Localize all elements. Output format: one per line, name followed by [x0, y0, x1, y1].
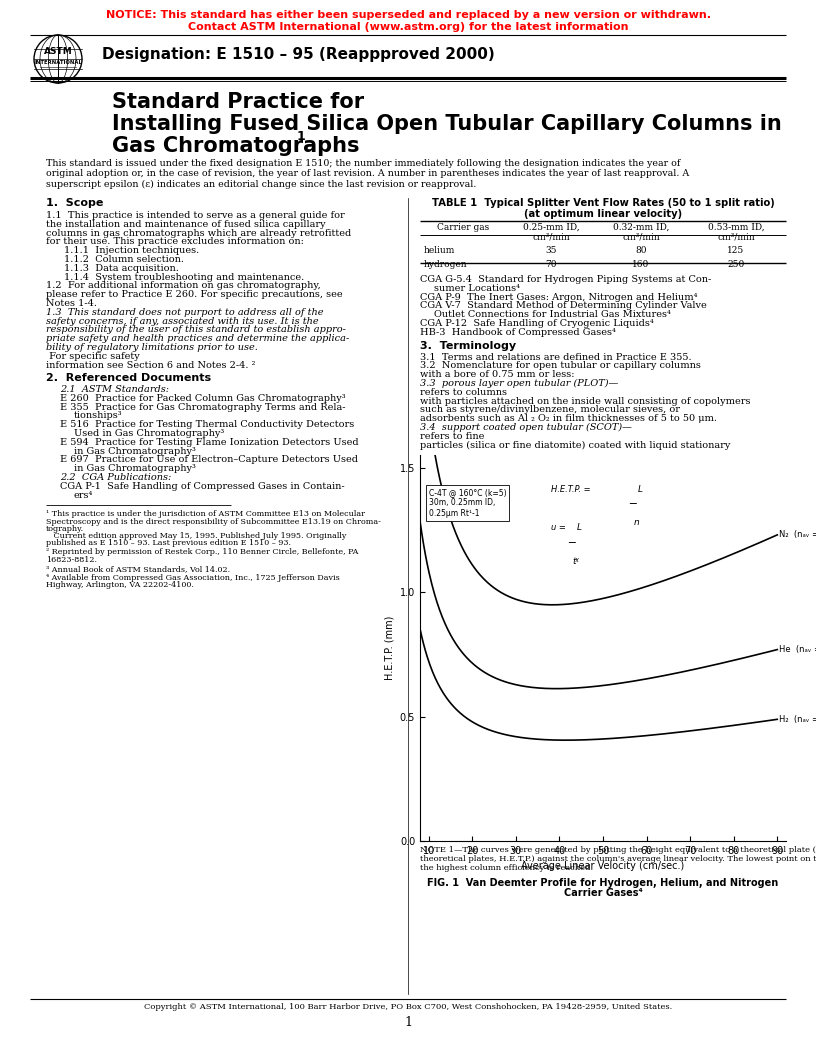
Y-axis label: H.E.T.P. (mm): H.E.T.P. (mm)	[384, 616, 394, 680]
Text: cm³/min: cm³/min	[622, 232, 660, 241]
Text: in Gas Chromatography³: in Gas Chromatography³	[74, 465, 196, 473]
Text: Carrier Gases⁴: Carrier Gases⁴	[564, 888, 642, 898]
Text: 35: 35	[545, 246, 557, 254]
Text: 160: 160	[632, 260, 650, 269]
Text: published as E 1510 – 93. Last previous edition E 1510 – 93.: published as E 1510 – 93. Last previous …	[46, 540, 291, 547]
Text: tography.: tography.	[46, 525, 84, 532]
Text: CGA P-12  Safe Handling of Cryogenic Liquids⁴: CGA P-12 Safe Handling of Cryogenic Liqu…	[420, 319, 654, 328]
Text: refers to columns: refers to columns	[420, 388, 507, 397]
Text: 3.1  Terms and relations are defined in Practice E 355.: 3.1 Terms and relations are defined in P…	[420, 353, 692, 361]
Text: cm³/min: cm³/min	[532, 232, 570, 241]
Text: in Gas Chromatography³: in Gas Chromatography³	[74, 447, 196, 455]
Text: (at optimum linear velocity): (at optimum linear velocity)	[524, 209, 682, 219]
Text: Notes 1-4.: Notes 1-4.	[46, 299, 97, 308]
Text: priate safety and health practices and determine the applica-: priate safety and health practices and d…	[46, 334, 349, 343]
Text: Contact ASTM International (www.astm.org) for the latest information: Contact ASTM International (www.astm.org…	[188, 22, 628, 32]
Text: 1.3  This standard does not purport to address all of the: 1.3 This standard does not purport to ad…	[46, 307, 323, 317]
Text: n: n	[633, 517, 639, 527]
Text: 3.  Terminology: 3. Terminology	[420, 341, 517, 351]
Text: He  (nₐᵥ = 30): He (nₐᵥ = 30)	[779, 645, 816, 654]
Text: Standard Practice for: Standard Practice for	[112, 92, 364, 112]
Text: 2.  Referenced Documents: 2. Referenced Documents	[46, 373, 211, 383]
Text: refers to fine: refers to fine	[420, 432, 485, 440]
Text: NOTE 1—The curves were generated by plotting the height equivalent to a theoreti: NOTE 1—The curves were generated by plot…	[420, 846, 816, 854]
Text: please refer to Practice E 260. For specific precautions, see: please refer to Practice E 260. For spec…	[46, 290, 343, 299]
Text: N₂  (nₐᵥ = 15): N₂ (nₐᵥ = 15)	[779, 530, 816, 540]
Text: 1: 1	[297, 130, 306, 143]
Text: 1.1.4  System troubleshooting and maintenance.: 1.1.4 System troubleshooting and mainten…	[64, 272, 304, 282]
Text: hydrogen: hydrogen	[424, 260, 468, 269]
Text: INTERNATIONAL: INTERNATIONAL	[34, 59, 82, 64]
Text: with particles attached on the inside wall consisting of copolymers: with particles attached on the inside wa…	[420, 397, 751, 406]
Text: 1.1  This practice is intended to serve as a general guide for: 1.1 This practice is intended to serve a…	[46, 211, 344, 220]
Text: u =: u =	[551, 523, 565, 531]
Text: 125: 125	[727, 246, 745, 254]
Text: 0.32-mm ID,: 0.32-mm ID,	[613, 223, 669, 232]
Text: for their use. This practice excludes information on:: for their use. This practice excludes in…	[46, 238, 304, 246]
Text: ⁴ Available from Compressed Gas Association, Inc., 1725 Jefferson Davis: ⁴ Available from Compressed Gas Associat…	[46, 573, 339, 582]
Text: NOTICE: This standard has either been superseded and replaced by a new version o: NOTICE: This standard has either been su…	[105, 10, 711, 20]
Text: CGA P-1  Safe Handling of Compressed Gases in Contain-: CGA P-1 Safe Handling of Compressed Gase…	[60, 482, 344, 491]
Text: ─: ─	[629, 497, 636, 508]
Text: safety concerns, if any, associated with its use. It is the: safety concerns, if any, associated with…	[46, 317, 318, 325]
Text: the highest column efficiency is reached.: the highest column efficiency is reached…	[420, 864, 593, 872]
Text: Designation: E 1510 – 95 (Reappproved 2000): Designation: E 1510 – 95 (Reappproved 20…	[102, 48, 494, 62]
Text: ers⁴: ers⁴	[74, 491, 93, 499]
Text: Used in Gas Chromatography³: Used in Gas Chromatography³	[74, 429, 224, 438]
Text: TABLE 1  Typical Splitter Vent Flow Rates (50 to 1 split ratio): TABLE 1 Typical Splitter Vent Flow Rates…	[432, 199, 774, 208]
Text: 1.1.2  Column selection.: 1.1.2 Column selection.	[64, 254, 184, 264]
Text: E 260  Practice for Packed Column Gas Chromatography³: E 260 Practice for Packed Column Gas Chr…	[60, 394, 346, 402]
Text: theoretical plates, H.E.T.P.) against the column's average linear velocity. The : theoretical plates, H.E.T.P.) against th…	[420, 855, 816, 863]
Text: Spectroscopy and is the direct responsibility of Subcommittee E13.19 on Chroma-: Spectroscopy and is the direct responsib…	[46, 517, 381, 526]
Text: responsibility of the user of this standard to establish appro-: responsibility of the user of this stand…	[46, 325, 346, 335]
Text: Installing Fused Silica Open Tubular Capillary Columns in: Installing Fused Silica Open Tubular Cap…	[112, 114, 782, 134]
Text: helium: helium	[424, 246, 455, 254]
Text: 2.2  CGA Publications:: 2.2 CGA Publications:	[60, 473, 171, 482]
Text: ³ Annual Book of ASTM Standards, Vol 14.02.: ³ Annual Book of ASTM Standards, Vol 14.…	[46, 565, 230, 572]
Text: L: L	[638, 486, 643, 494]
Text: 1.2  For additional information on gas chromatography,: 1.2 For additional information on gas ch…	[46, 281, 321, 290]
Text: with a bore of 0.75 mm or less:: with a bore of 0.75 mm or less:	[420, 371, 574, 379]
Text: such as styrene/divinylbenzene, molecular sieves, or: such as styrene/divinylbenzene, molecula…	[420, 406, 680, 414]
Text: CGA V-7  Standard Method of Determining Cylinder Valve: CGA V-7 Standard Method of Determining C…	[420, 301, 707, 310]
Text: FIG. 1  Van Deemter Profile for Hydrogen, Helium, and Nitrogen: FIG. 1 Van Deemter Profile for Hydrogen,…	[428, 878, 778, 888]
Text: E 594  Practice for Testing Flame Ionization Detectors Used: E 594 Practice for Testing Flame Ionizat…	[60, 438, 358, 447]
Text: HB-3  Handbook of Compressed Gases⁴: HB-3 Handbook of Compressed Gases⁴	[420, 327, 616, 337]
Text: Gas Chromatographs: Gas Chromatographs	[112, 136, 360, 156]
Text: 1.1.3  Data acquisition.: 1.1.3 Data acquisition.	[64, 264, 179, 272]
Text: H₂  (nₐᵥ = 40): H₂ (nₐᵥ = 40)	[779, 715, 816, 723]
Text: 16823-8812.: 16823-8812.	[46, 555, 97, 564]
Text: tionships³: tionships³	[74, 412, 122, 420]
Text: ASTM: ASTM	[43, 48, 73, 57]
Text: 70: 70	[545, 260, 557, 269]
Text: Outlet Connections for Industrial Gas Mixtures⁴: Outlet Connections for Industrial Gas Mi…	[434, 310, 671, 319]
Text: For specific safety: For specific safety	[46, 352, 140, 361]
Text: Carrier gas: Carrier gas	[437, 223, 489, 232]
X-axis label: Average Linear Velocity (cm/sec.): Average Linear Velocity (cm/sec.)	[521, 862, 685, 871]
Text: superscript epsilon (ε) indicates an editorial change since the last revision or: superscript epsilon (ε) indicates an edi…	[46, 180, 477, 189]
Text: ² Reprinted by permission of Restek Corp., 110 Benner Circle, Bellefonte, PA: ² Reprinted by permission of Restek Corp…	[46, 548, 358, 557]
Text: the installation and maintenance of fused silica capillary: the installation and maintenance of fuse…	[46, 220, 326, 229]
Text: 250: 250	[727, 260, 745, 269]
Text: sumer Locations⁴: sumer Locations⁴	[434, 284, 520, 293]
Text: 0.53-mm ID,: 0.53-mm ID,	[707, 223, 765, 232]
Text: This standard is issued under the fixed designation E 1510; the number immediate: This standard is issued under the fixed …	[46, 159, 681, 168]
Text: 2.1  ASTM Standards:: 2.1 ASTM Standards:	[60, 385, 169, 394]
Text: bility of regulatory limitations prior to use.: bility of regulatory limitations prior t…	[46, 343, 258, 352]
Text: C-4T @ 160°C (k=5)
30m, 0.25mm ID,
0.25μm Rt¹-1: C-4T @ 160°C (k=5) 30m, 0.25mm ID, 0.25μ…	[428, 488, 507, 517]
Text: 1: 1	[404, 1016, 412, 1029]
Text: 1.  Scope: 1. Scope	[46, 199, 104, 208]
Text: 1.1.1  Injection techniques.: 1.1.1 Injection techniques.	[64, 246, 199, 256]
Text: E 516  Practice for Testing Thermal Conductivity Detectors: E 516 Practice for Testing Thermal Condu…	[60, 420, 354, 429]
Text: 3.3  porous layer open tubular (PLOT)—: 3.3 porous layer open tubular (PLOT)—	[420, 379, 619, 389]
Text: 0.25-mm ID,: 0.25-mm ID,	[523, 223, 579, 232]
Text: H.E.T.P. =: H.E.T.P. =	[551, 486, 590, 494]
Text: CGA P-9  The Inert Gases: Argon, Nitrogen and Helium⁴: CGA P-9 The Inert Gases: Argon, Nitrogen…	[420, 293, 698, 302]
Text: Copyright © ASTM International, 100 Barr Harbor Drive, PO Box C700, West Conshoh: Copyright © ASTM International, 100 Barr…	[144, 1003, 672, 1011]
Text: tᵡ: tᵡ	[573, 558, 579, 566]
Text: particles (silica or fine diatomite) coated with liquid stationary: particles (silica or fine diatomite) coa…	[420, 440, 730, 450]
Text: ¹ This practice is under the jurisdiction of ASTM Committee E13 on Molecular: ¹ This practice is under the jurisdictio…	[46, 510, 365, 518]
Text: adsorbents such as Al ₂ O₂ in film thicknesses of 5 to 50 μm.: adsorbents such as Al ₂ O₂ in film thick…	[420, 414, 717, 423]
Text: CGA G-5.4  Standard for Hydrogen Piping Systems at Con-: CGA G-5.4 Standard for Hydrogen Piping S…	[420, 275, 712, 284]
Text: 3.4  support coated open tubular (SCOT)—: 3.4 support coated open tubular (SCOT)—	[420, 423, 632, 432]
